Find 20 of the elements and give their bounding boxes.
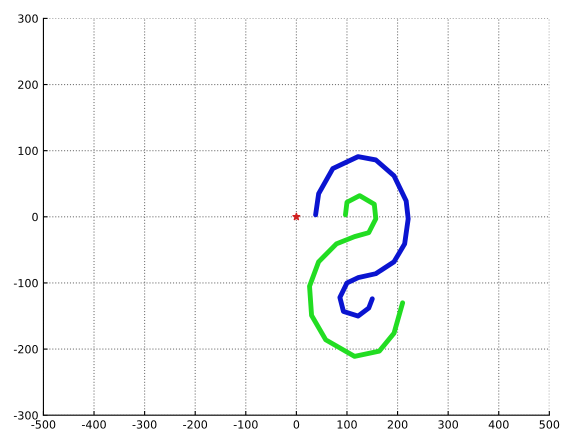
x-tick-label: 200 [388, 420, 408, 429]
line-series [307, 193, 406, 359]
y-tick-label: 300 [18, 14, 38, 23]
y-tick-label: -200 [14, 345, 38, 354]
x-tick-label: -400 [82, 420, 106, 429]
x-tick-label: -500 [31, 420, 56, 429]
x-tick-label: -300 [132, 420, 156, 429]
x-tick-label: 0 [294, 420, 300, 429]
x-tick-label: 100 [338, 420, 357, 429]
x-tick-label: -100 [234, 420, 258, 429]
y-tick-label: 0 [32, 212, 38, 222]
x-tick-label: -200 [183, 420, 208, 429]
y-tick-label: -300 [14, 411, 38, 420]
y-tick-label: 100 [18, 146, 38, 156]
x-tick-label: 300 [438, 420, 458, 429]
y-tick-label: -100 [14, 278, 38, 288]
x-tick-label: 400 [488, 420, 509, 429]
y-tick-label: 200 [18, 80, 38, 89]
line-series [313, 154, 411, 318]
x-tick-label: 500 [540, 420, 560, 429]
